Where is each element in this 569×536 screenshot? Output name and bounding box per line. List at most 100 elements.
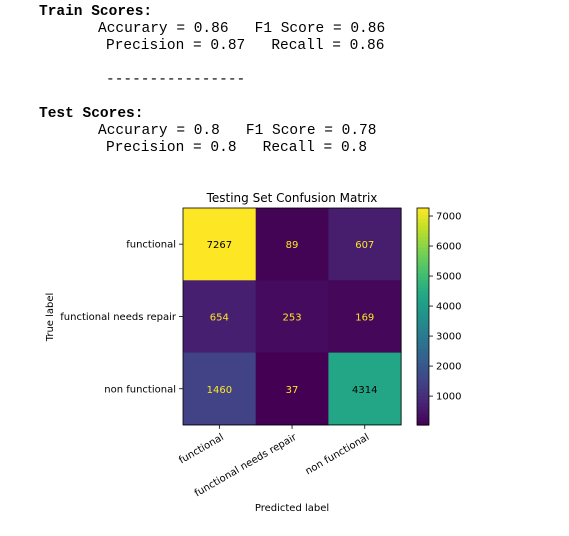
colorbar-tick-label: 1000 bbox=[436, 392, 461, 403]
colorbar-segment bbox=[417, 374, 429, 379]
colorbar-segment bbox=[417, 359, 429, 365]
cell-value-label: 7267 bbox=[207, 240, 232, 251]
colorbar-segment bbox=[417, 377, 429, 383]
colorbar-segment bbox=[417, 421, 429, 426]
heatmap-cell bbox=[328, 280, 402, 354]
train-scores-line1: Accurary = 0.86 F1 Score = 0.86 bbox=[98, 21, 386, 37]
heatmap-cell bbox=[255, 208, 329, 281]
colorbar-segment bbox=[417, 258, 429, 263]
colorbar-tick-label: 5000 bbox=[436, 272, 461, 283]
x-tick-label: functional bbox=[177, 432, 226, 466]
colorbar-segment bbox=[417, 247, 429, 252]
cell-value-label: 253 bbox=[283, 312, 302, 323]
colorbar-segment bbox=[417, 240, 429, 245]
colorbar-segment bbox=[417, 320, 429, 325]
colorbar-tick-label: 2000 bbox=[436, 362, 461, 373]
colorbar-segment bbox=[417, 417, 429, 422]
colorbar-segment bbox=[417, 367, 429, 372]
colorbar-segment bbox=[417, 334, 429, 339]
colorbar-segment bbox=[417, 218, 429, 224]
colorbar-segment bbox=[417, 215, 429, 220]
y-axis-label: True label bbox=[45, 293, 56, 343]
heatmap-cell bbox=[183, 208, 257, 281]
colorbar-segment bbox=[417, 388, 429, 394]
chart-title: Testing Set Confusion Matrix bbox=[206, 191, 378, 205]
colorbar-segment bbox=[417, 381, 429, 386]
colorbar-segment bbox=[417, 262, 429, 267]
colorbar-segment bbox=[417, 312, 429, 318]
heatmap-cell bbox=[328, 352, 402, 426]
cell-value-label: 607 bbox=[355, 240, 374, 251]
colorbar-segment bbox=[417, 414, 429, 419]
colorbar-segment bbox=[417, 269, 429, 274]
cell-value-label: 37 bbox=[286, 385, 299, 396]
colorbar-tick-label: 3000 bbox=[436, 332, 461, 343]
colorbar-segment bbox=[417, 352, 429, 357]
colorbar-segment bbox=[417, 316, 429, 321]
colorbar-segment bbox=[417, 396, 429, 401]
test-scores-heading: Test Scores: bbox=[39, 106, 144, 122]
colorbar-segment bbox=[417, 345, 429, 350]
colorbar-segment bbox=[417, 265, 429, 271]
colorbar-segment bbox=[417, 244, 429, 249]
cell-value-label: 1460 bbox=[207, 385, 232, 396]
colorbar-segment bbox=[417, 222, 429, 227]
cell-value-label: 89 bbox=[286, 240, 299, 251]
colorbar-segment bbox=[417, 370, 429, 375]
colorbar-segment bbox=[417, 309, 429, 314]
heatmap-cell bbox=[328, 208, 402, 281]
heatmap-cell bbox=[183, 352, 257, 426]
colorbar-segment bbox=[417, 327, 429, 332]
x-tick-label: non functional bbox=[304, 432, 372, 477]
colorbar-segment bbox=[417, 385, 429, 390]
scores-separator: ---------------- bbox=[106, 72, 246, 88]
heatmap-cell bbox=[255, 280, 329, 354]
colorbar-segment bbox=[417, 211, 429, 216]
colorbar-segment bbox=[417, 287, 429, 292]
cell-value-label: 169 bbox=[355, 312, 374, 323]
colorbar-segment bbox=[417, 283, 429, 289]
y-tick-label: functional needs repair bbox=[60, 312, 177, 323]
heatmap-cell bbox=[255, 352, 329, 426]
colorbar-tick-label: 4000 bbox=[436, 302, 461, 313]
colorbar-segment bbox=[417, 349, 429, 354]
colorbar-segment bbox=[417, 410, 429, 415]
colorbar-segment bbox=[417, 251, 429, 256]
colorbar-segment bbox=[417, 298, 429, 303]
colorbar-frame bbox=[416, 207, 430, 426]
y-tick-label: non functional bbox=[104, 384, 176, 395]
train-scores-line2: Precision = 0.87 Recall = 0.86 bbox=[106, 38, 385, 54]
colorbar-segment bbox=[417, 291, 429, 296]
x-axis-label: Predicted label bbox=[255, 503, 329, 514]
colorbar-segment bbox=[417, 338, 429, 343]
test-scores-line2: Precision = 0.8 Recall = 0.8 bbox=[106, 140, 368, 156]
colorbar-segment bbox=[417, 255, 429, 260]
colorbar-segment bbox=[417, 233, 429, 238]
colorbar-segment bbox=[417, 226, 429, 231]
colorbar-segment bbox=[417, 294, 429, 300]
colorbar-segment bbox=[417, 280, 429, 285]
colorbar-segment bbox=[417, 273, 429, 278]
colorbar-segment bbox=[417, 229, 429, 234]
colorbar-segment bbox=[417, 323, 429, 328]
colorbar-segment bbox=[417, 392, 429, 397]
colorbar-segment bbox=[417, 403, 429, 408]
colorbar-segment bbox=[417, 236, 429, 242]
train-scores-heading: Train Scores: bbox=[39, 4, 153, 20]
test-scores-line1: Accurary = 0.8 F1 Score = 0.78 bbox=[98, 123, 377, 139]
cell-value-label: 654 bbox=[210, 312, 229, 323]
colorbar-segment bbox=[417, 399, 429, 404]
colorbar-tick-label: 6000 bbox=[436, 242, 461, 253]
y-tick-label: functional bbox=[126, 240, 176, 251]
colorbar-segment bbox=[417, 208, 429, 213]
cell-value-label: 4314 bbox=[352, 385, 377, 396]
colorbar-segment bbox=[417, 406, 429, 412]
colorbar-segment bbox=[417, 356, 429, 361]
colorbar-segment bbox=[417, 330, 429, 336]
colorbar-segment bbox=[417, 276, 429, 281]
colorbar-segment bbox=[417, 341, 429, 347]
colorbar-segment bbox=[417, 302, 429, 307]
colorbar-segment bbox=[417, 363, 429, 368]
heatmap-cell bbox=[183, 280, 257, 354]
